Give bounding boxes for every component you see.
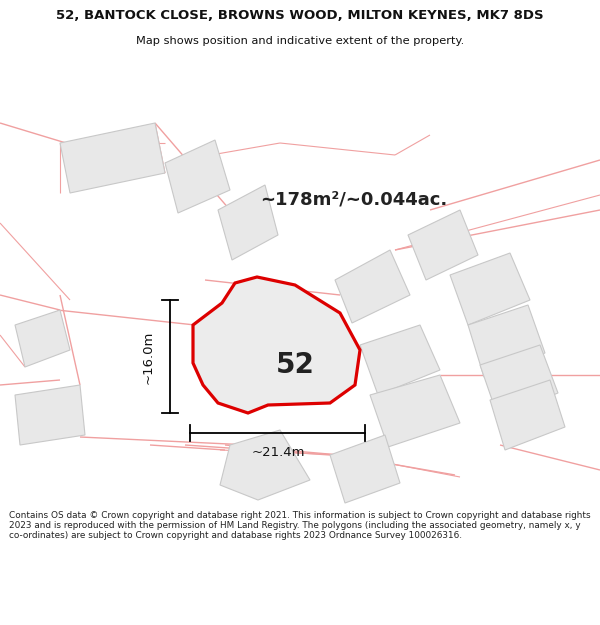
Polygon shape [360,325,440,395]
Polygon shape [15,385,85,445]
Polygon shape [330,435,400,503]
Polygon shape [480,345,558,417]
Text: ~178m²/~0.044ac.: ~178m²/~0.044ac. [260,191,447,209]
Polygon shape [165,140,230,213]
Polygon shape [490,380,565,450]
Text: 52: 52 [275,351,314,379]
Text: Map shows position and indicative extent of the property.: Map shows position and indicative extent… [136,36,464,46]
Text: ~21.4m: ~21.4m [251,446,305,459]
Polygon shape [335,250,410,323]
Polygon shape [408,210,478,280]
Text: ~16.0m: ~16.0m [142,330,155,384]
Polygon shape [193,277,360,413]
Polygon shape [370,375,460,447]
Polygon shape [15,310,70,367]
Polygon shape [60,123,165,193]
Polygon shape [450,253,530,325]
Polygon shape [218,185,278,260]
Text: 52, BANTOCK CLOSE, BROWNS WOOD, MILTON KEYNES, MK7 8DS: 52, BANTOCK CLOSE, BROWNS WOOD, MILTON K… [56,9,544,22]
Polygon shape [220,430,310,500]
Text: Contains OS data © Crown copyright and database right 2021. This information is : Contains OS data © Crown copyright and d… [9,511,590,541]
Polygon shape [468,305,545,377]
